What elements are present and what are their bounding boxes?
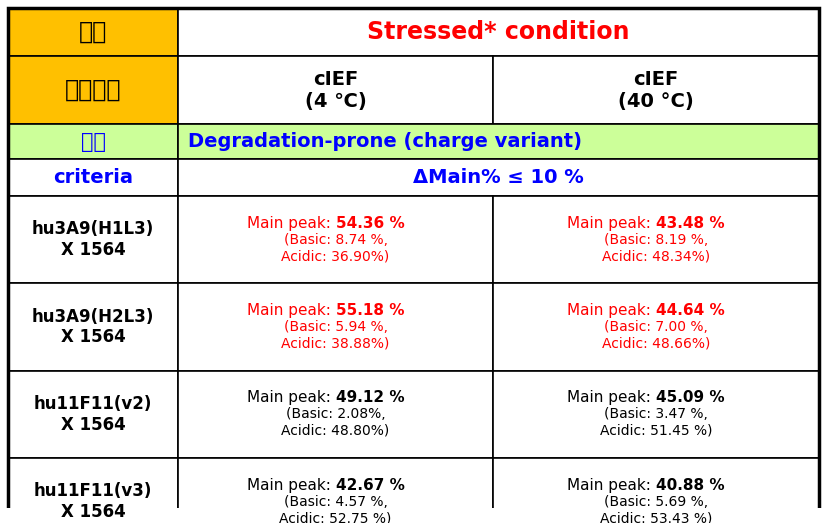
Text: Main peak:: Main peak: bbox=[246, 390, 336, 405]
Text: (Basic: 8.19 %,: (Basic: 8.19 %, bbox=[604, 233, 708, 247]
Text: 45.09 %: 45.09 % bbox=[656, 390, 724, 405]
Text: (Basic: 8.74 %,: (Basic: 8.74 %, bbox=[284, 233, 388, 247]
Bar bbox=[178, 56, 493, 124]
Text: Main peak:: Main peak: bbox=[246, 303, 336, 318]
Bar bbox=[8, 124, 178, 159]
Text: Stressed* condition: Stressed* condition bbox=[367, 20, 629, 44]
Text: cIEF
(4 ℃): cIEF (4 ℃) bbox=[304, 70, 366, 111]
Bar bbox=[178, 283, 493, 371]
Text: 44.64 %: 44.64 % bbox=[656, 303, 724, 318]
Bar bbox=[493, 458, 819, 523]
Bar bbox=[178, 124, 819, 159]
Text: 42.67 %: 42.67 % bbox=[336, 477, 404, 493]
Text: hu3A9(H1L3)
X 1564: hu3A9(H1L3) X 1564 bbox=[32, 220, 154, 259]
Text: Acidic: 51.45 %): Acidic: 51.45 %) bbox=[600, 424, 712, 438]
Text: Main peak:: Main peak: bbox=[567, 215, 656, 231]
Bar bbox=[178, 8, 819, 56]
Text: hu11F11(v3)
X 1564: hu11F11(v3) X 1564 bbox=[34, 482, 152, 521]
Text: Acidic: 53.43 %): Acidic: 53.43 %) bbox=[600, 511, 712, 523]
Text: Main peak:: Main peak: bbox=[567, 303, 656, 318]
Bar bbox=[493, 56, 819, 124]
Text: Acidic: 38.88%): Acidic: 38.88%) bbox=[281, 336, 390, 350]
Text: 의미: 의미 bbox=[80, 132, 106, 152]
Text: 40.88 %: 40.88 % bbox=[656, 477, 724, 493]
Text: Degradation-prone (charge variant): Degradation-prone (charge variant) bbox=[188, 132, 582, 151]
Text: 49.12 %: 49.12 % bbox=[336, 390, 404, 405]
Text: hu3A9(H2L3)
X 1564: hu3A9(H2L3) X 1564 bbox=[31, 308, 154, 346]
Bar bbox=[178, 371, 493, 458]
Text: hu11F11(v2)
X 1564: hu11F11(v2) X 1564 bbox=[34, 395, 152, 434]
Text: Main peak:: Main peak: bbox=[567, 477, 656, 493]
Text: (Basic: 7.00 %,: (Basic: 7.00 %, bbox=[604, 320, 708, 334]
Text: (Basic: 4.57 %,: (Basic: 4.57 %, bbox=[284, 495, 387, 509]
Text: (Basic: 5.69 %,: (Basic: 5.69 %, bbox=[604, 495, 708, 509]
Text: Main peak:: Main peak: bbox=[246, 215, 336, 231]
Text: ΔMain% ≤ 10 %: ΔMain% ≤ 10 % bbox=[414, 168, 584, 187]
Text: (Basic: 3.47 %,: (Basic: 3.47 %, bbox=[604, 407, 708, 422]
Text: 54.36 %: 54.36 % bbox=[336, 215, 404, 231]
Text: Main peak:: Main peak: bbox=[567, 390, 656, 405]
Text: 클론: 클론 bbox=[79, 20, 108, 44]
Text: Acidic: 36.90%): Acidic: 36.90%) bbox=[281, 249, 390, 263]
Bar bbox=[178, 159, 819, 196]
Bar bbox=[8, 56, 178, 124]
Text: 분석항목: 분석항목 bbox=[65, 78, 122, 103]
Text: Acidic: 48.80%): Acidic: 48.80%) bbox=[281, 424, 390, 438]
Text: cIEF
(40 °C): cIEF (40 °C) bbox=[618, 70, 694, 111]
Bar bbox=[8, 159, 178, 196]
Bar bbox=[8, 371, 178, 458]
Bar bbox=[8, 458, 178, 523]
Text: Main peak:: Main peak: bbox=[246, 477, 336, 493]
Text: 55.18 %: 55.18 % bbox=[336, 303, 404, 318]
Bar bbox=[178, 458, 493, 523]
Text: Acidic: 52.75 %): Acidic: 52.75 %) bbox=[280, 511, 392, 523]
Text: Acidic: 48.66%): Acidic: 48.66%) bbox=[602, 336, 710, 350]
Bar bbox=[8, 283, 178, 371]
Text: 43.48 %: 43.48 % bbox=[656, 215, 724, 231]
Bar bbox=[493, 283, 819, 371]
Bar bbox=[8, 8, 178, 56]
Text: (Basic: 5.94 %,: (Basic: 5.94 %, bbox=[284, 320, 388, 334]
Bar bbox=[178, 196, 493, 283]
Bar bbox=[493, 371, 819, 458]
Text: criteria: criteria bbox=[53, 168, 133, 187]
Bar bbox=[493, 196, 819, 283]
Bar bbox=[8, 196, 178, 283]
Text: (Basic: 2.08%,: (Basic: 2.08%, bbox=[285, 407, 385, 422]
Text: Acidic: 48.34%): Acidic: 48.34%) bbox=[602, 249, 710, 263]
